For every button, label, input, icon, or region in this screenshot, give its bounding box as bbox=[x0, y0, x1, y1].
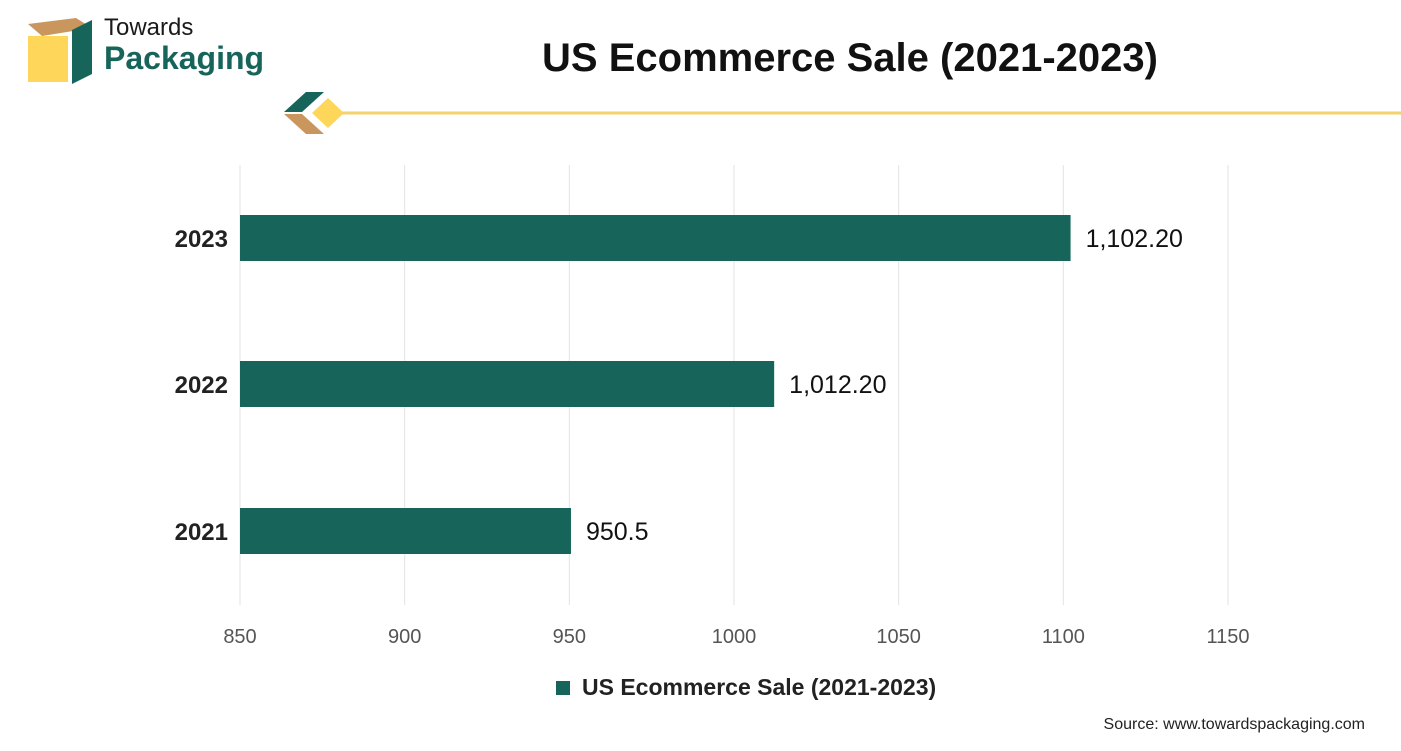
x-tick-label: 1000 bbox=[712, 626, 757, 648]
data-label: 1,012.20 bbox=[789, 371, 886, 399]
divider-diamond-green bbox=[284, 92, 324, 112]
x-tick-label: 950 bbox=[553, 626, 586, 648]
bars bbox=[240, 215, 1071, 554]
brand-name-line1: Towards bbox=[104, 14, 194, 41]
header-divider bbox=[284, 92, 1401, 134]
x-tick-label: 850 bbox=[223, 626, 256, 648]
data-label: 950.5 bbox=[586, 518, 649, 546]
x-tick-label: 1150 bbox=[1206, 626, 1249, 648]
legend-label: US Ecommerce Sale (2021-2023) bbox=[582, 674, 937, 700]
category-label: 2022 bbox=[175, 372, 228, 399]
legend-swatch bbox=[556, 680, 570, 695]
logo-box-side bbox=[72, 20, 92, 84]
category-labels: 2023 2022 2021 bbox=[175, 226, 228, 546]
divider-diamond-yellow bbox=[312, 98, 344, 128]
divider-diamond-tan bbox=[284, 114, 324, 134]
source-note: Source: www.towardspackaging.com bbox=[1103, 716, 1365, 733]
bar bbox=[240, 215, 1071, 261]
chart-title: US Ecommerce Sale (2021-2023) bbox=[542, 36, 1158, 80]
towards-packaging-logo bbox=[28, 18, 92, 84]
category-label: 2023 bbox=[175, 226, 228, 253]
x-tick-label: 1100 bbox=[1042, 626, 1085, 648]
bar bbox=[240, 508, 571, 554]
x-tick-labels: 850 900 950 1000 1050 1100 1150 bbox=[223, 626, 1249, 648]
logo-box-front bbox=[28, 36, 68, 82]
bar bbox=[240, 361, 775, 407]
logo-box-top bbox=[28, 18, 92, 36]
data-labels: 1,102.20 1,012.20 950.5 bbox=[586, 225, 1183, 546]
x-tick-label: 900 bbox=[388, 626, 421, 648]
brand-name-line2: Packaging bbox=[104, 40, 265, 76]
data-label: 1,102.20 bbox=[1086, 225, 1183, 253]
x-tick-label: 1050 bbox=[876, 626, 921, 648]
legend: US Ecommerce Sale (2021-2023) bbox=[556, 674, 936, 701]
category-label: 2021 bbox=[175, 519, 228, 546]
